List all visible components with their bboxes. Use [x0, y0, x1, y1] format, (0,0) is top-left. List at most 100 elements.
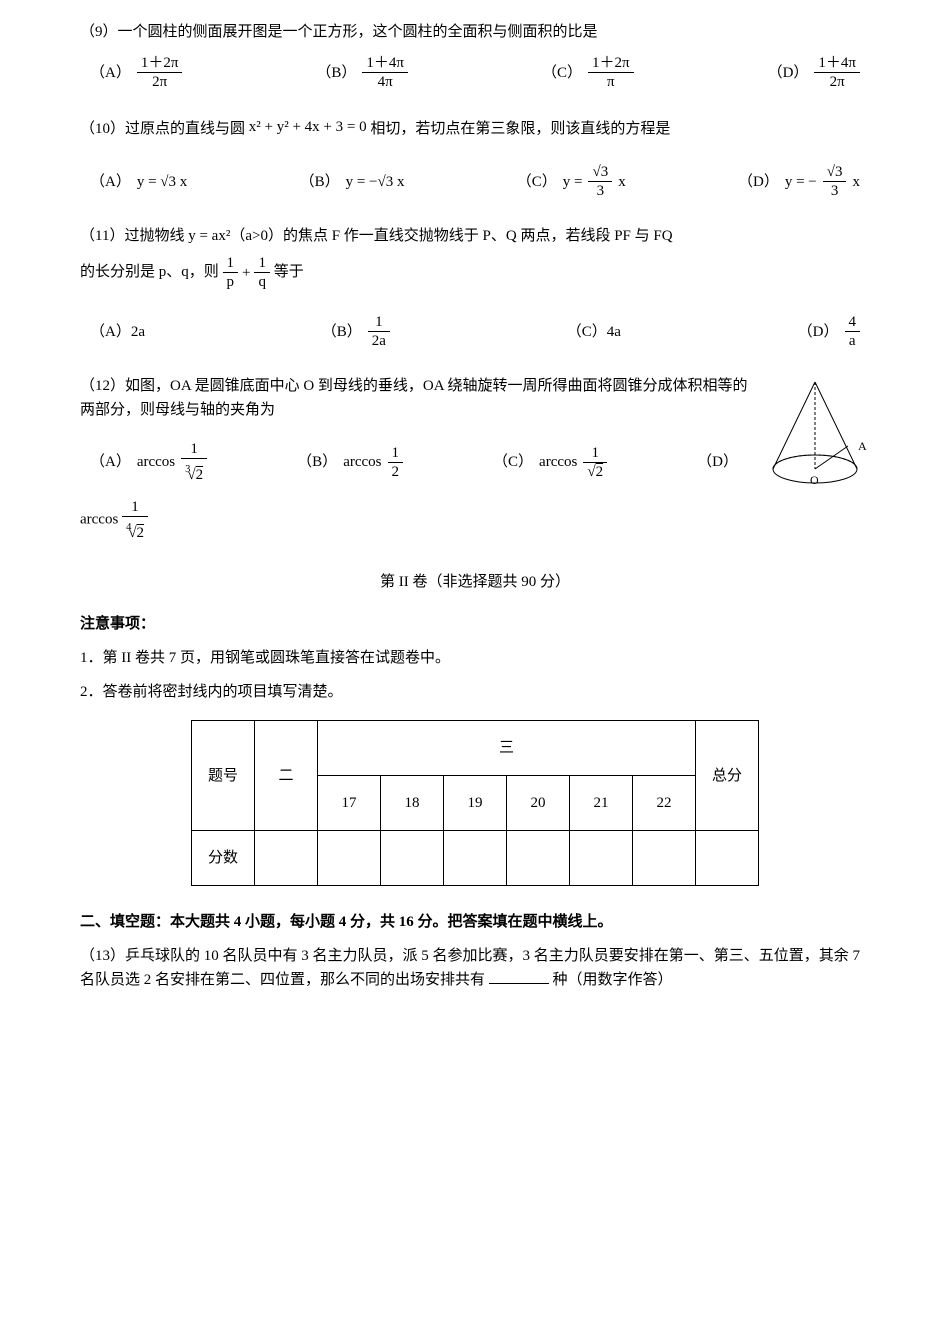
col-17: 17	[318, 776, 381, 831]
q13-suffix: 种（用数字作答）	[553, 972, 673, 988]
q13-blank	[489, 983, 549, 984]
label-a: （A）	[90, 450, 131, 474]
q9-a-num: 1＋2π	[137, 54, 183, 73]
q11-frac1-num: 1	[223, 254, 239, 273]
q12-b-den: 2	[388, 463, 404, 481]
label-b: （B）	[322, 320, 362, 344]
q11-frac1-den: p	[223, 273, 239, 291]
label-d: （D）	[798, 320, 839, 344]
q10-d-suf: x	[852, 170, 860, 194]
cell-blank	[381, 831, 444, 886]
q12-stem: （12）如图，OA 是圆锥底面中心 O 到母线的垂线，OA 绕轴旋转一周所得曲面…	[80, 374, 748, 422]
fill-heading: 二、填空题：本大题共 4 小题，每小题 4 分，共 16 分。把答案填在题中横线…	[80, 910, 870, 934]
col-21: 21	[570, 776, 633, 831]
q10-d-num: √3	[823, 163, 847, 182]
q11-frac2-den: q	[254, 273, 270, 291]
q10-d-den: 3	[823, 182, 847, 200]
q10-c-num: √3	[588, 163, 612, 182]
q12-c-num: 1	[583, 444, 607, 463]
q11-l2-suf: 等于	[274, 264, 304, 280]
q9-option-a: （A） 1＋2π2π	[90, 54, 182, 91]
label-b: （B）	[316, 61, 356, 85]
q11-d-den: a	[845, 332, 861, 350]
q12-c-pre: arccos	[539, 450, 577, 474]
label-c: （C）	[542, 61, 582, 85]
notice-heading: 注意事项：	[80, 612, 870, 636]
q12-b-num: 1	[388, 444, 404, 463]
col-18: 18	[381, 776, 444, 831]
col-22: 22	[633, 776, 696, 831]
q10-mid: 相切，若切点在第三象限，则该直线的方程是	[367, 121, 671, 137]
label-b: （B）	[300, 170, 340, 194]
q10-option-a: （A） y = √3 x	[90, 163, 187, 200]
q10-option-b: （B） y = −√3 x	[300, 163, 405, 200]
q12-options: （A） arccos 1 3√2 （B） arccos 12 （C） arcco…	[80, 440, 748, 484]
label-c: （C）	[517, 170, 557, 194]
q12-d-pre: arccos	[80, 511, 118, 527]
q9-stem: （9）一个圆柱的侧面展开图是一个正方形，这个圆柱的全面积与侧面积的比是	[80, 20, 870, 44]
q11-l2-pre: 的长分别是 p、q，则	[80, 264, 223, 280]
q11-mid1: （a>0）的焦点 F 作一直线交抛物线于 P、Q 两点，若线段 PF 与 FQ	[230, 228, 672, 244]
cell-blank	[633, 831, 696, 886]
question-10: （10）过原点的直线与圆 x² + y² + 4x + 3 = 0 相切，若切点…	[80, 115, 870, 200]
cell-blank	[507, 831, 570, 886]
plus-sign: +	[242, 261, 250, 285]
q10-d-pre: y = −	[785, 170, 817, 194]
q9-b-num: 1＋4π	[362, 54, 408, 73]
q9-c-num: 1＋2π	[588, 54, 634, 73]
q11-option-a: （A）2a	[90, 313, 145, 350]
q10-stem: （10）过原点的直线与圆 x² + y² + 4x + 3 = 0 相切，若切点…	[80, 115, 870, 141]
th-tihao: 题号	[192, 721, 255, 831]
cone-figure: A O	[760, 374, 870, 502]
q10-a: y = √3 x	[137, 170, 187, 194]
cell-blank	[318, 831, 381, 886]
q11-stem-line1: （11）过抛物线 y = ax²（a>0）的焦点 F 作一直线交抛物线于 P、Q…	[80, 224, 870, 248]
q10-option-c: （C） y = √33 x	[517, 163, 626, 200]
q13-stem: （13）乒乓球队的 10 名队员中有 3 名主力队员，派 5 名参加比赛，3 名…	[80, 948, 860, 988]
q12-option-a: （A） arccos 1 3√2	[90, 440, 207, 484]
label-b: （B）	[297, 450, 337, 474]
score-table: 题号 二 三 总分 17 18 19 20 21 22 分数	[191, 720, 759, 886]
q12-a-rad: 2	[196, 466, 204, 484]
q11-option-b: （B） 12a	[322, 313, 390, 350]
q11-eq: y = ax²	[188, 228, 230, 244]
q10-prefix: （10）过原点的直线与圆	[80, 121, 249, 137]
th-score: 分数	[192, 831, 255, 886]
q9-option-c: （C） 1＋2ππ	[542, 54, 634, 91]
q11-stem-line2: 的长分别是 p、q，则 1p + 1q 等于	[80, 254, 870, 291]
q9-b-den: 4π	[362, 73, 408, 91]
question-9: （9）一个圆柱的侧面展开图是一个正方形，这个圆柱的全面积与侧面积的比是 （A） …	[80, 20, 870, 91]
label-d: （D）	[768, 61, 809, 85]
q11-b-den: 2a	[368, 332, 390, 350]
cone-label-a: A	[858, 439, 867, 453]
q12-option-b: （B） arccos 12	[297, 440, 403, 484]
q11-options: （A）2a （B） 12a （C）4a （D） 4a	[80, 313, 870, 350]
notice-2: 2．答卷前将密封线内的项目填写清楚。	[80, 680, 870, 704]
q10-option-d: （D） y = − √33 x	[738, 163, 860, 200]
question-13: （13）乒乓球队的 10 名队员中有 3 名主力队员，派 5 名参加比赛，3 名…	[80, 944, 870, 992]
q12-option-d-expr: arccos 1 4√2	[80, 498, 748, 542]
q12-d-rad: 2	[137, 524, 145, 542]
label-d: （D）	[697, 450, 738, 474]
question-11: （11）过抛物线 y = ax²（a>0）的焦点 F 作一直线交抛物线于 P、Q…	[80, 224, 870, 350]
cell-blank	[255, 831, 318, 886]
notice-1: 1．第 II 卷共 7 页，用钢笔或圆珠笔直接答在试题卷中。	[80, 646, 870, 670]
q9-option-d: （D） 1＋4π2π	[768, 54, 860, 91]
q12-d-idx: 4	[126, 522, 131, 535]
q11-b-num: 1	[368, 313, 390, 332]
q10-c-pre: y =	[563, 170, 583, 194]
th-three: 三	[318, 721, 696, 776]
cell-blank	[570, 831, 633, 886]
th-total: 总分	[696, 721, 759, 831]
col-19: 19	[444, 776, 507, 831]
q12-b-pre: arccos	[343, 450, 381, 474]
question-12: （12）如图，OA 是圆锥底面中心 O 到母线的垂线，OA 绕轴旋转一周所得曲面…	[80, 374, 870, 542]
q11-option-d: （D） 4a	[798, 313, 860, 350]
q9-option-b: （B） 1＋4π4π	[316, 54, 408, 91]
q9-d-den: 2π	[814, 73, 860, 91]
q12-option-d: （D）	[697, 440, 738, 484]
q12-a-num: 1	[181, 440, 207, 459]
q12-a-idx: 3	[185, 464, 190, 477]
cell-blank	[444, 831, 507, 886]
label-a: （A）	[90, 170, 131, 194]
